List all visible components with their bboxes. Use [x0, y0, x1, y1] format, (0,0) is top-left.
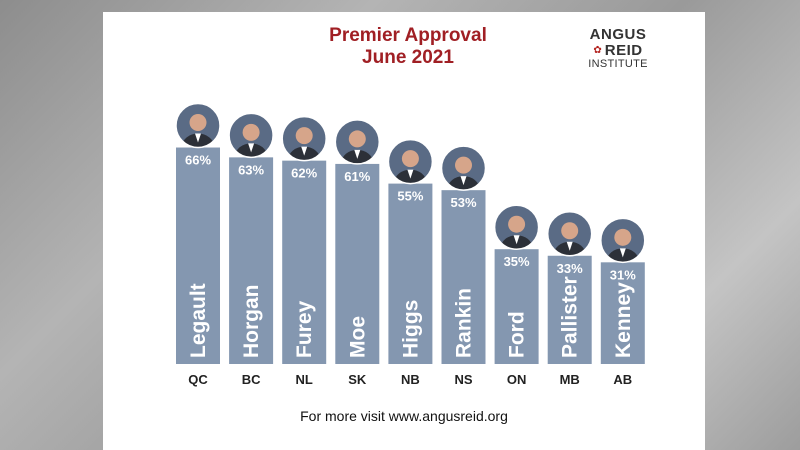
- value-label: 61%: [344, 169, 370, 184]
- value-label: 66%: [185, 153, 211, 168]
- x-tick-label: NS: [454, 372, 472, 387]
- slide: Premier Approval June 2021 ANGUS ✿ REID …: [103, 12, 705, 450]
- bar-ns: [441, 190, 486, 364]
- avatar-kenney: [600, 218, 645, 263]
- footer-link-text[interactable]: For more visit www.angusreid.org: [300, 408, 508, 424]
- premier-name-label: Furey: [293, 300, 316, 358]
- premier-name-label: Rankin: [453, 288, 476, 358]
- value-label: 63%: [238, 162, 264, 177]
- x-tick-label: NB: [401, 372, 420, 387]
- chart-subtitle: June 2021: [362, 47, 454, 68]
- avatar-furey: [282, 116, 327, 161]
- chart-title: Premier Approval June 2021: [278, 25, 538, 69]
- premier-name-label: Kenney: [612, 282, 635, 358]
- value-label: 31%: [610, 267, 636, 282]
- avatar-ford: [494, 205, 539, 250]
- x-tick-label: ON: [507, 372, 526, 387]
- bar-sk: [335, 163, 380, 364]
- avatar-legault: [176, 103, 220, 148]
- bar-nb: [388, 183, 433, 364]
- avatar-higgs: [388, 139, 433, 184]
- premier-name-label: Legault: [187, 283, 210, 358]
- angus-reid-logo: ANGUS ✿ REID INSTITUTE: [573, 27, 663, 71]
- premier-name-label: Ford: [506, 311, 529, 358]
- avatar-ring: [228, 112, 274, 159]
- avatar-horgan: [229, 113, 274, 158]
- avatar-pallister: [547, 211, 592, 256]
- logo-text-reid: REID: [604, 42, 643, 59]
- avatar-ring: [546, 211, 593, 257]
- x-tick-label: QC: [188, 372, 208, 387]
- x-tick-label: AB: [613, 372, 632, 387]
- x-tick-label: BC: [242, 372, 261, 387]
- chart-title-line: Premier Approval: [329, 25, 487, 46]
- avatar-ring: [175, 102, 221, 149]
- x-tick-label: NL: [296, 372, 313, 387]
- avatar-ring: [334, 119, 381, 165]
- logo-text-institute: INSTITUTE: [588, 58, 648, 70]
- avatar-ring: [281, 115, 327, 162]
- bar-nl: [282, 160, 327, 364]
- value-label: 35%: [504, 254, 530, 269]
- avatar-ring: [600, 217, 646, 264]
- avatar-moe: [335, 119, 380, 164]
- bar-chart: 66% Legault QC 63% Horgan BC 62% Furey NL 61% Moe S…: [175, 102, 646, 387]
- value-label: 55%: [397, 189, 423, 204]
- value-label: 62%: [291, 166, 317, 181]
- premier-name-label: Horgan: [240, 285, 263, 359]
- avatar-ring: [387, 138, 434, 185]
- bar-on: [494, 249, 539, 364]
- bar-qc: [176, 147, 220, 364]
- x-tick-label: MB: [560, 372, 580, 387]
- maple-leaf-icon: ✿: [593, 45, 602, 56]
- value-label: 53%: [450, 195, 476, 210]
- x-tick-label: SK: [348, 372, 367, 387]
- bar-bc: [229, 157, 274, 364]
- value-label: 33%: [557, 261, 583, 276]
- premier-name-label: Moe: [346, 316, 369, 358]
- premier-name-label: Higgs: [399, 300, 422, 358]
- avatar-ring: [440, 145, 487, 191]
- bar-mb: [547, 255, 592, 364]
- premier-name-label: Pallister: [559, 276, 582, 358]
- bar-ab: [600, 262, 645, 364]
- avatar-ring: [493, 204, 540, 250]
- avatar-rankin: [441, 146, 486, 191]
- logo-text-angus: ANGUS: [589, 26, 647, 43]
